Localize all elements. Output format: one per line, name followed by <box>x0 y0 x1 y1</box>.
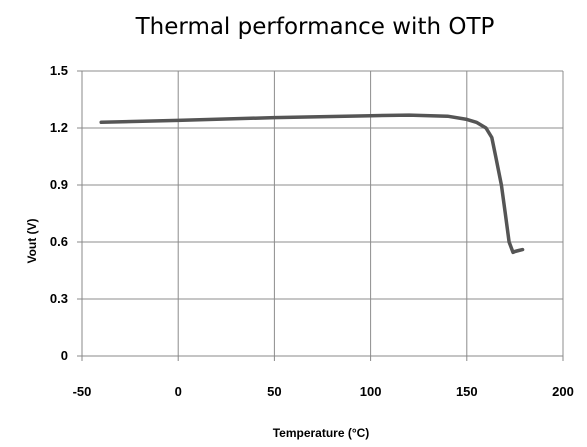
series-group <box>99 113 525 255</box>
x-tick-label: -50 <box>73 384 92 399</box>
x-tick-label: 200 <box>552 384 574 399</box>
y-tick-label: 0 <box>61 348 68 363</box>
y-tick-label: 0.3 <box>50 291 68 306</box>
y-tick-label: 0.6 <box>50 234 68 249</box>
gridlines <box>77 70 564 361</box>
x-tick-label: 50 <box>267 384 281 399</box>
y-tick-label: 0.9 <box>50 177 68 192</box>
y-axis-label: Vout (V) <box>25 218 39 263</box>
x-axis-label: Temperature (°C) <box>273 426 370 440</box>
y-tick-label: 1.5 <box>50 63 68 78</box>
y-tick-labels: 0 0.3 0.6 0.9 1.2 1.5 <box>50 63 68 363</box>
x-tick-label: 0 <box>175 384 182 399</box>
x-tick-labels: -50 0 50 100 150 200 <box>73 384 574 399</box>
x-tick-label: 150 <box>456 384 478 399</box>
chart-title: Thermal performance with OTP <box>135 14 495 40</box>
series-line <box>99 113 525 255</box>
y-tick-label: 1.2 <box>50 120 68 135</box>
x-tick-label: 100 <box>360 384 382 399</box>
